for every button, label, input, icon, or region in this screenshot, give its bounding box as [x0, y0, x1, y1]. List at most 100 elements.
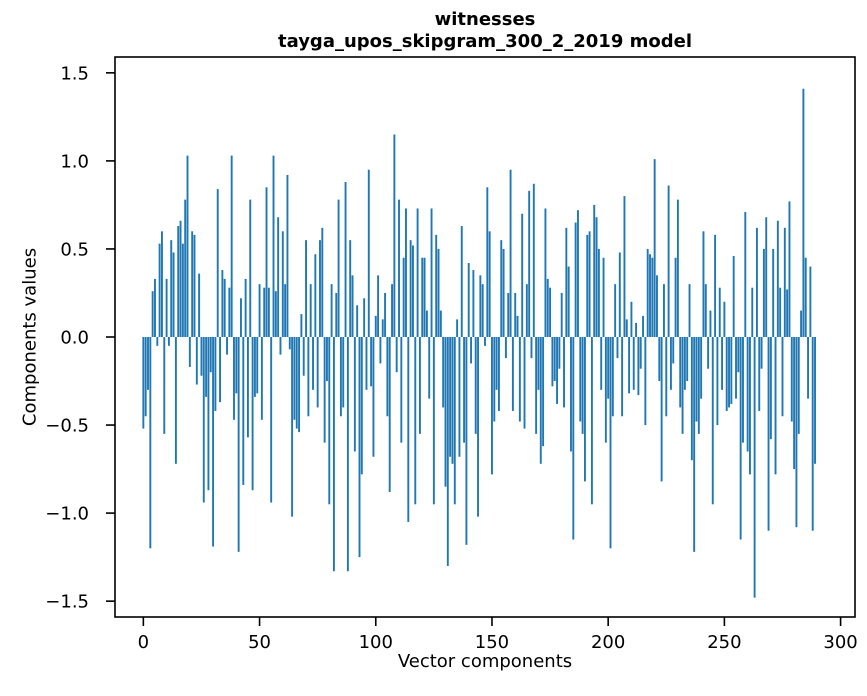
bar — [758, 337, 761, 411]
bar — [170, 240, 173, 337]
bar — [577, 210, 579, 337]
bar — [565, 227, 568, 337]
bar — [676, 199, 679, 337]
bar — [460, 226, 463, 337]
bar — [267, 287, 270, 337]
bar — [374, 315, 377, 337]
bar — [779, 287, 782, 337]
bar — [730, 337, 733, 404]
bar — [707, 337, 710, 369]
bar — [309, 284, 312, 337]
bar — [370, 337, 373, 387]
bar — [147, 337, 149, 390]
x-axis-label: Vector components — [397, 651, 573, 672]
bar — [644, 337, 647, 426]
bar — [307, 337, 310, 417]
bar — [177, 226, 180, 337]
bar — [518, 337, 521, 422]
bar — [372, 337, 375, 457]
bar — [530, 337, 533, 359]
bar — [674, 257, 677, 337]
bar — [607, 337, 610, 399]
bar — [669, 337, 672, 390]
bar — [272, 155, 275, 337]
bar — [219, 337, 221, 403]
bar — [342, 337, 345, 408]
chart-title-line1: witnesses — [434, 9, 536, 30]
bar — [614, 284, 617, 337]
bar — [688, 284, 691, 337]
bar — [363, 298, 366, 337]
bar — [242, 337, 245, 485]
bar — [233, 337, 235, 420]
x-tick-label: 100 — [359, 632, 393, 653]
bar — [223, 278, 226, 337]
x-tick-label: 250 — [707, 632, 741, 653]
bar — [423, 257, 426, 337]
bar — [581, 337, 584, 434]
bar — [695, 337, 698, 422]
bar — [391, 284, 393, 337]
bar — [728, 337, 730, 408]
bar — [209, 337, 212, 373]
bar — [356, 305, 359, 337]
bar — [611, 337, 614, 417]
bar — [288, 337, 291, 350]
bar — [149, 337, 152, 549]
bar — [428, 337, 431, 399]
bar — [558, 337, 561, 369]
chart-title-line2: tayga_upos_skipgram_300_2_2019 model — [278, 31, 692, 52]
bar — [463, 337, 466, 443]
bar — [477, 337, 479, 517]
bar — [772, 248, 775, 337]
y-tick-label: −1.5 — [45, 592, 89, 613]
bar — [360, 337, 363, 475]
bar — [381, 319, 384, 337]
bar — [504, 337, 507, 359]
bar — [414, 337, 417, 505]
bar — [549, 287, 552, 337]
bar — [456, 319, 459, 337]
bar — [528, 190, 531, 337]
bar — [365, 337, 368, 390]
bar — [172, 252, 175, 337]
bar — [507, 292, 510, 337]
bar — [228, 287, 231, 337]
bar — [481, 284, 484, 337]
bar — [277, 217, 280, 337]
bar — [786, 289, 789, 337]
bar — [430, 208, 433, 337]
bar — [279, 337, 282, 355]
bar — [488, 231, 491, 337]
bar — [765, 217, 768, 337]
bar — [330, 284, 333, 337]
bar — [274, 291, 277, 337]
bar — [663, 284, 665, 337]
bar — [788, 201, 791, 337]
bar — [539, 337, 542, 464]
bar — [665, 337, 668, 417]
bar — [244, 278, 247, 337]
bar — [484, 337, 486, 346]
bar — [495, 337, 498, 390]
bar — [760, 337, 763, 369]
bar — [623, 196, 626, 337]
bar — [681, 337, 684, 434]
bar — [458, 337, 461, 457]
bar — [642, 315, 644, 337]
bar — [660, 337, 663, 482]
bar — [635, 322, 638, 337]
bar — [783, 227, 786, 337]
bar — [570, 337, 572, 452]
bar — [493, 337, 496, 422]
bar — [509, 169, 512, 337]
bar — [295, 337, 298, 429]
bar — [714, 234, 717, 337]
bar — [449, 337, 452, 457]
bar — [597, 248, 600, 337]
bar — [465, 337, 468, 545]
bar — [353, 337, 356, 452]
bar — [154, 278, 156, 337]
bar — [744, 211, 747, 337]
bar — [604, 337, 607, 443]
